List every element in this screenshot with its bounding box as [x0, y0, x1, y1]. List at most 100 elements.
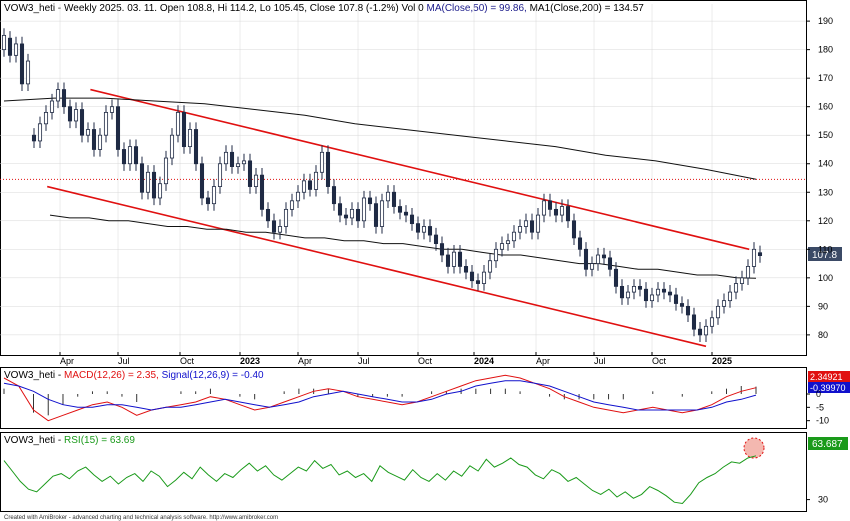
candle-body: [409, 214, 415, 225]
candle-body: [355, 208, 361, 222]
price-x-tick-label: Jul: [118, 356, 130, 366]
rsi-y-tick-label: 30: [818, 495, 828, 505]
price-badge-text: 107.8: [812, 250, 837, 261]
candle-body: [577, 237, 583, 250]
candle-body: [97, 134, 103, 150]
candle-body: [475, 280, 481, 284]
candle-body: [157, 183, 163, 199]
candle-body: [433, 234, 439, 245]
candle-body: [547, 200, 553, 210]
candle-body: [229, 151, 235, 167]
candle-body: [325, 151, 331, 187]
candle-body: [625, 291, 631, 299]
candle-body: [541, 200, 547, 216]
candle-body: [463, 266, 469, 273]
candle-body: [259, 174, 265, 210]
candle-body: [373, 203, 379, 227]
candle-body: [169, 134, 175, 159]
candle-body: [19, 43, 25, 85]
candle-body: [199, 163, 205, 199]
ma50-line: [49, 214, 757, 279]
rsi-highlight-marker: [743, 437, 765, 459]
macd-badge: [808, 371, 850, 382]
candle-body: [517, 226, 523, 233]
candle-body: [91, 129, 97, 150]
candle-body: [343, 214, 349, 219]
candle-body: [391, 191, 397, 207]
candle-body: [265, 208, 271, 222]
price-y-tick-label: 110: [818, 244, 832, 254]
candle-body: [49, 100, 55, 113]
signal-badge-text: -0.39970: [810, 383, 846, 393]
candle-body: [211, 186, 217, 205]
candle-body: [595, 254, 601, 264]
price-series-group: 80 90 100 110 120 130 140 150 160 170 180 190 Apr Jul…: [0, 4, 833, 366]
candle-body: [493, 248, 499, 262]
candle-body: [379, 200, 385, 227]
candle-body: [61, 89, 67, 108]
price-x-tick-label: Oct: [418, 356, 433, 366]
price-x-tick-label: Oct: [652, 356, 667, 366]
candle-body: [103, 111, 109, 136]
candle-body: [757, 252, 763, 256]
ma200-line: [3, 97, 757, 180]
price-y-tick-label: 160: [818, 102, 833, 112]
candle-body: [733, 283, 739, 293]
candle-body: [553, 208, 559, 216]
candle-body: [445, 254, 451, 267]
price-y-tick-label: 100: [818, 273, 833, 283]
candle-body: [271, 220, 277, 233]
trendline-upper: [90, 88, 750, 251]
candle-body: [1, 34, 7, 51]
candle-body: [73, 109, 79, 122]
price-y-tick-label: 120: [818, 216, 833, 226]
candle-body: [619, 285, 625, 299]
candle-body: [283, 208, 289, 227]
price-x-tick-label: 2024: [474, 356, 494, 366]
candle-body: [7, 37, 13, 56]
candle-body: [295, 191, 301, 202]
candle-body: [643, 288, 649, 302]
price-x-tick-label: 2025: [712, 356, 732, 366]
price-x-tick-label: 2023: [240, 356, 260, 366]
candle-body: [247, 160, 253, 187]
price-x-tick-label: Apr: [536, 356, 550, 366]
candle-body: [223, 151, 229, 165]
candle-body: [337, 203, 343, 216]
candle-body: [691, 314, 697, 330]
candle-body: [709, 317, 715, 327]
signal-badge: [808, 382, 850, 393]
rsi-header: VOW3_heti - RSI(15) = 63.69: [4, 435, 135, 446]
trendline-lower: [47, 185, 707, 348]
candle-body: [655, 288, 661, 296]
rsi-badge: [808, 437, 848, 450]
candle-body: [217, 163, 223, 187]
candle-body: [145, 171, 151, 193]
candle-body: [721, 300, 727, 307]
candle-body: [133, 146, 139, 165]
candle-body: [451, 251, 457, 267]
candle-body: [13, 43, 19, 56]
rsi-panel-frame: [0, 432, 807, 512]
candle-body: [349, 208, 355, 219]
rsi-line: [3, 455, 757, 505]
macd-y-tick-label: -10: [816, 416, 829, 426]
candle-body: [535, 214, 541, 233]
candle-body: [55, 89, 61, 102]
candle-body: [523, 220, 529, 227]
candle-body: [361, 197, 367, 222]
candle-body: [151, 171, 157, 199]
candle-body: [289, 200, 295, 210]
candle-body: [385, 191, 391, 202]
candle-body: [235, 163, 241, 167]
macd-badge-text: 2.34921: [810, 372, 843, 382]
candle-body: [115, 106, 121, 150]
candle-body: [397, 206, 403, 213]
price-x-tick-label: Jul: [358, 356, 370, 366]
candle-body: [403, 211, 409, 216]
price-y-tick-label: 130: [818, 187, 833, 197]
candle-body: [205, 197, 211, 205]
candle-body: [127, 146, 133, 165]
candle-body: [187, 129, 193, 148]
